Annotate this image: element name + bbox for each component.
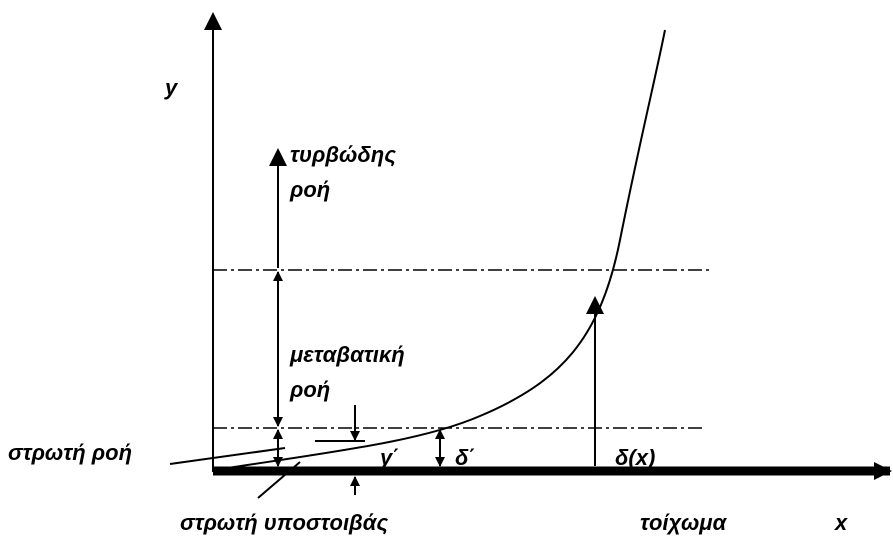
x-label: x	[834, 510, 848, 535]
transitional-label: μεταβατική	[289, 342, 405, 367]
turbulent-label: τυρβώδης	[290, 142, 396, 167]
wall-label: τοίχωμα	[640, 510, 728, 535]
leader	[257, 461, 301, 499]
axes	[204, 12, 892, 480]
y-label: y	[164, 75, 179, 100]
laminar-label: στρωτή ροή	[8, 440, 132, 465]
sublayer-label: στρωτή υποστοιβάς	[180, 510, 388, 535]
turbulent-label: ροή	[289, 177, 330, 202]
region-arrows	[169, 148, 604, 499]
y-prime-label: y΄	[379, 445, 400, 470]
boundary-layer-curve	[214, 29, 666, 471]
transitional-label: ροή	[289, 377, 330, 402]
delta-prime-label: δ΄	[455, 445, 476, 470]
leader	[169, 447, 286, 465]
delta-x-label: δ(x)	[615, 445, 655, 470]
